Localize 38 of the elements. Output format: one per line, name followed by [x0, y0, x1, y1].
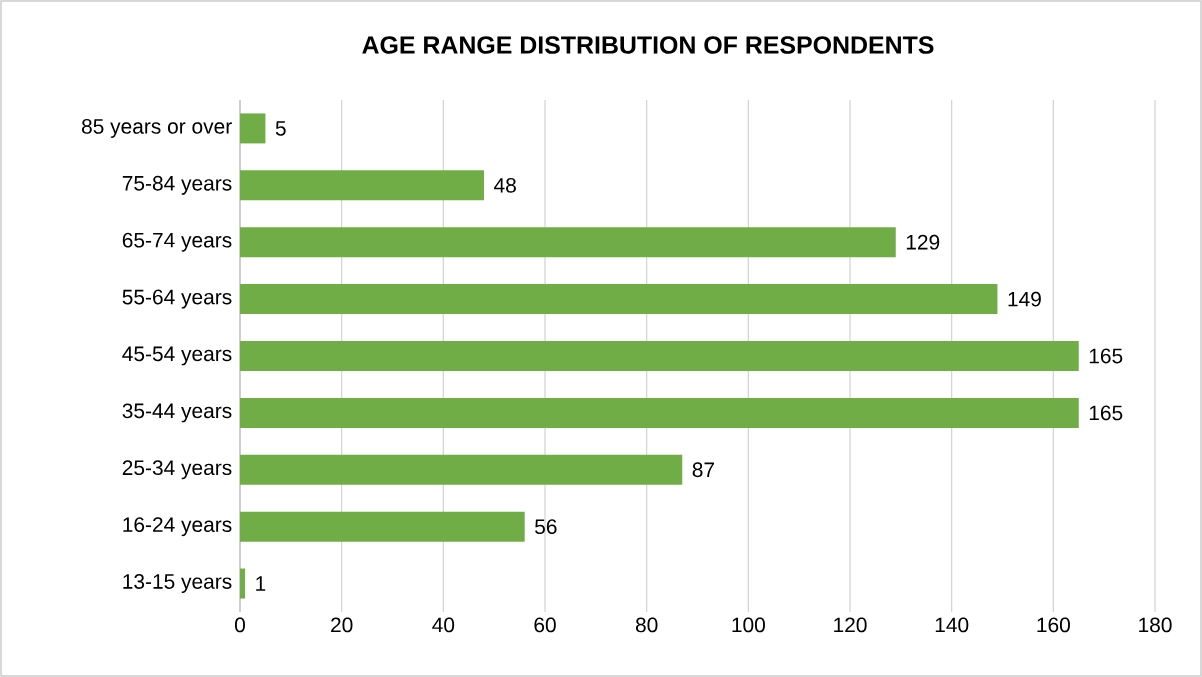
x-tick-label: 0: [235, 617, 245, 633]
data-label: 87: [692, 462, 714, 478]
x-tick-label: 20: [331, 617, 353, 633]
x-tick-label: 180: [1139, 617, 1172, 633]
x-tick-label: 60: [534, 617, 556, 633]
y-tick-label: 16-24 years: [123, 517, 232, 537]
y-tick-label: 35-44 years: [122, 403, 232, 423]
y-tick-label: 13-15 years: [123, 574, 232, 594]
bar: [240, 454, 683, 485]
data-label: 165: [1089, 405, 1123, 421]
y-tick-label: 75-84 years: [122, 175, 232, 195]
y-tick-label: 65-74 years: [122, 232, 232, 252]
y-tick-label: 55-64 years: [122, 289, 232, 309]
bar: [240, 170, 485, 201]
chart-title: AGE RANGE DISTRIBUTION OF RESPONDENTS: [362, 36, 934, 54]
bar: [240, 397, 1079, 428]
data-label: 165: [1089, 348, 1123, 364]
data-label: 149: [1008, 291, 1041, 307]
x-tick-label: 140: [935, 617, 969, 633]
bar: [240, 227, 896, 258]
x-tick-label: 160: [1037, 617, 1070, 633]
bar: [240, 113, 266, 144]
data-label: 5: [275, 121, 286, 136]
data-label: 56: [535, 519, 557, 535]
x-tick-label: 40: [432, 617, 455, 633]
data-label: 1: [256, 576, 266, 591]
data-label: 129: [906, 234, 940, 250]
bar: [240, 511, 525, 542]
data-label: 48: [494, 177, 516, 193]
bar: [240, 284, 998, 315]
bar: [240, 568, 246, 599]
x-tick-label: 100: [732, 617, 765, 633]
y-tick-label: 25-34 years: [122, 460, 232, 480]
bar: [240, 340, 1079, 371]
x-tick-label: 120: [834, 617, 867, 633]
x-tick-label: 80: [635, 617, 658, 633]
y-tick-label: 45-54 years: [122, 346, 232, 366]
y-tick-label: 85 years or over: [81, 118, 232, 138]
